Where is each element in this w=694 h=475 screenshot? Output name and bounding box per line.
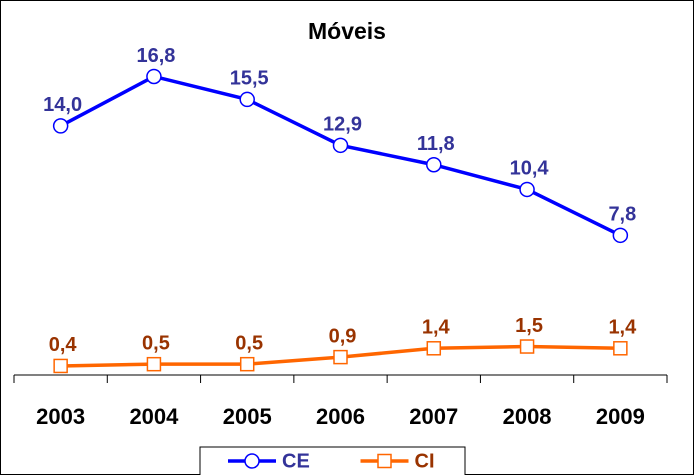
data-label: 12,9 [323,114,362,136]
data-label: 15,5 [230,68,269,90]
point-marker [239,356,255,372]
legend-marker [244,453,260,469]
point-marker [426,341,442,356]
data-label: 0,9 [329,325,357,347]
point-marker [519,339,535,354]
point-marker [52,118,69,134]
data-label: 10,4 [510,158,550,180]
x-tick-label: 2004 [129,404,179,429]
legend-label: CI [415,450,435,472]
data-label: 7,8 [608,204,636,226]
data-label: 0,5 [235,332,263,354]
x-tick-label: 2006 [316,404,365,429]
point-marker [146,356,162,372]
data-label: 11,8 [417,133,455,155]
data-label: 1,4 [422,317,451,339]
data-label: 1,4 [608,317,637,339]
x-tick-label: 2005 [223,404,272,429]
x-tick-label: 2009 [596,404,645,429]
data-label: 1,5 [515,315,543,337]
point-marker [613,341,628,356]
data-label: 14,0 [43,94,82,116]
point-marker [612,227,629,244]
point-marker [239,91,255,108]
x-tick-label: 2007 [409,404,458,429]
data-label: 0,4 [49,334,78,356]
data-label: 0,5 [142,332,170,354]
legend-label: CE [282,450,310,472]
data-label: 16,8 [136,45,175,67]
point-marker [426,156,442,173]
point-marker [519,181,535,198]
x-tick-label: 2003 [36,404,85,429]
legend-marker [377,453,392,469]
point-marker [333,349,348,365]
point-marker [53,358,68,374]
point-marker [332,137,349,154]
point-marker [146,68,162,85]
x-tick-label: 2008 [503,404,552,429]
chart-title: Móveis [308,18,386,44]
